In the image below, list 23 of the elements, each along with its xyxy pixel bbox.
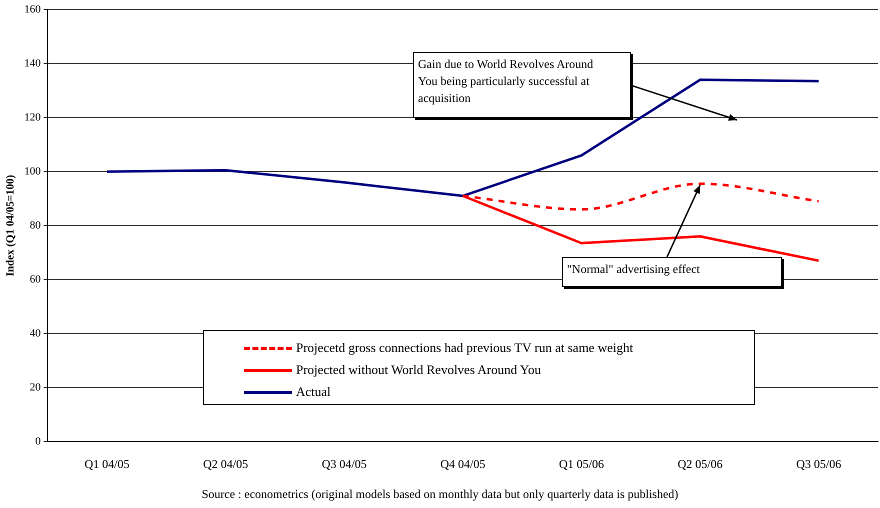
callout-box: "Normal" advertising effect: [562, 257, 782, 287]
legend-label: Projecetd gross connections had previous TV run at same weight: [296, 340, 634, 356]
legend-label: Actual: [296, 384, 331, 400]
y-tick-label: 60: [30, 273, 42, 286]
y-tick-label: 80: [30, 219, 42, 232]
x-tick-label: Q4 04/05: [440, 456, 486, 471]
y-tick-label: 140: [24, 57, 42, 70]
y-tick-label: 100: [24, 165, 42, 178]
x-tick-label: Q2 04/05: [203, 456, 248, 471]
y-tick-label: 120: [24, 111, 42, 124]
x-tick-label: Q1 05/06: [558, 456, 604, 471]
x-tick-label: Q3 04/05: [322, 456, 367, 471]
y-tick-label: 0: [35, 435, 42, 448]
x-tick-label: Q3 05/06: [796, 456, 842, 471]
callout-box: Gain due to World Revolves Around You being particularly successful at acquisition: [413, 52, 631, 118]
y-axis-title: Index (Q1 04/05=100): [4, 174, 16, 276]
y-tick-label: 40: [30, 327, 42, 340]
legend-label: Projected without World Revolves Around You: [296, 362, 541, 378]
x-tick-label: Q1 04/05: [84, 456, 130, 471]
y-tick-label: 20: [30, 381, 42, 394]
y-tick-label: 160: [24, 3, 42, 16]
x-tick-label: Q2 05/06: [678, 456, 723, 471]
source-note: Source : econometrics (original models based on monthly data but only quarterly data is published): [200, 487, 680, 502]
